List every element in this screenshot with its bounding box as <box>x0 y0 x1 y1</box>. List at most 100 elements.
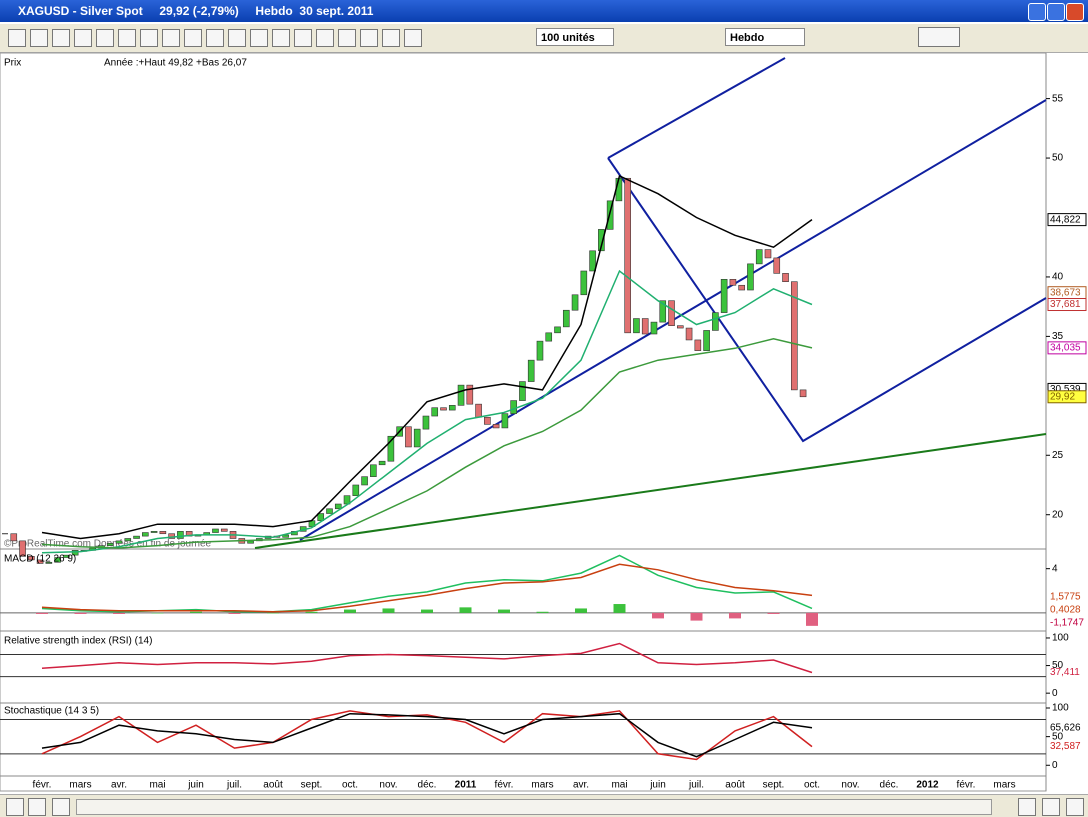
x-tick-label: août <box>263 780 283 791</box>
histogram-bar <box>305 611 318 613</box>
candle <box>668 300 675 326</box>
candle <box>133 535 140 539</box>
indicator-line <box>41 269 813 554</box>
x-tick-label: déc. <box>418 780 437 791</box>
value-label: 65,626 <box>1050 722 1081 733</box>
candle <box>247 540 254 544</box>
tool-icon[interactable] <box>382 29 400 47</box>
scrollbar[interactable] <box>76 799 992 815</box>
panel-title: Prix <box>4 58 21 69</box>
tool-icon[interactable] <box>96 29 114 47</box>
candle <box>527 359 535 382</box>
zoom-icon[interactable] <box>1042 798 1060 816</box>
x-tick-label: mars <box>69 780 91 791</box>
candle <box>755 249 763 265</box>
tool-icon[interactable] <box>8 29 26 47</box>
tool-icon[interactable] <box>140 29 158 47</box>
tool-icon[interactable] <box>272 29 290 47</box>
tool-icon[interactable] <box>228 29 246 47</box>
tool-icon[interactable] <box>360 29 378 47</box>
candle <box>150 531 158 533</box>
histogram-bar <box>113 612 125 614</box>
indicator-line <box>41 338 813 549</box>
candle <box>484 416 491 425</box>
window-title: XAGUSD - Silver Spot 29,92 (-2,79%) Hebd… <box>18 4 374 18</box>
candle <box>729 279 737 286</box>
x-tick-label: mars <box>993 780 1015 791</box>
tool-icon[interactable] <box>162 29 180 47</box>
tool-icon[interactable] <box>404 29 422 47</box>
y-tick-label: 20 <box>1052 509 1064 520</box>
histogram-bar <box>382 608 395 613</box>
histogram-bar <box>36 612 48 614</box>
x-tick-label: juin <box>649 780 666 791</box>
candle <box>633 318 640 334</box>
candle <box>54 557 61 563</box>
tool-icon[interactable] <box>338 29 356 47</box>
tool-icon[interactable] <box>74 29 92 47</box>
print-icon[interactable] <box>28 798 46 816</box>
candle <box>10 533 18 542</box>
candle <box>405 426 412 448</box>
candle <box>28 556 35 561</box>
candle <box>448 405 456 411</box>
tool-icon[interactable] <box>206 29 224 47</box>
candle <box>361 476 368 486</box>
x-tick-label: mai <box>611 780 627 791</box>
histogram-bar <box>575 608 587 613</box>
tool-icon[interactable] <box>250 29 268 47</box>
candle <box>387 435 395 462</box>
plot-background <box>0 52 1047 792</box>
title-bar: XAGUSD - Silver Spot 29,92 (-2,79%) Hebd… <box>0 0 1088 22</box>
zoom-icon[interactable] <box>1018 798 1036 816</box>
maximize-button[interactable] <box>1047 3 1065 21</box>
period-select[interactable]: Hebdo <box>725 28 805 46</box>
tool-icon[interactable] <box>52 29 70 47</box>
candle <box>580 270 588 296</box>
minimize-button[interactable] <box>1028 3 1046 21</box>
y-tick-label: 25 <box>1052 450 1064 461</box>
candle <box>115 540 123 544</box>
candle <box>790 281 798 391</box>
y-tick-label: 100 <box>1052 703 1069 714</box>
chart-style-button[interactable] <box>918 27 960 47</box>
candle <box>370 464 377 477</box>
x-tick-label: avr. <box>573 780 589 791</box>
candle <box>422 415 430 430</box>
histogram-bar <box>151 612 164 614</box>
y-tick-label: 100 <box>1052 633 1069 644</box>
candle <box>36 559 44 564</box>
candle <box>685 327 693 341</box>
zoom-icon[interactable] <box>1066 798 1084 816</box>
close-button[interactable] <box>1066 3 1084 21</box>
candle <box>220 528 228 532</box>
y-tick-label: 35 <box>1052 331 1064 342</box>
candle <box>378 460 386 466</box>
price-label: 30,539 <box>1050 384 1081 395</box>
units-select[interactable]: 100 unités <box>536 28 614 46</box>
panel-title: Relative strength index (RSI) (14) <box>4 636 152 647</box>
histogram-bar <box>767 612 780 614</box>
tool-icon[interactable] <box>294 29 312 47</box>
tool-icon[interactable] <box>30 29 48 47</box>
indicator-line <box>41 642 813 674</box>
panel-subtitle: Année :+Haut 49,82 +Bas 26,07 <box>104 58 247 69</box>
print-icon[interactable] <box>6 798 24 816</box>
tool-icon[interactable] <box>184 29 202 47</box>
price-label-box <box>1047 341 1087 355</box>
panel-title: MACD (12 26 9) <box>4 554 76 565</box>
price-label-box <box>1047 298 1087 312</box>
candle <box>510 400 517 414</box>
x-tick-label: déc. <box>880 780 899 791</box>
candle <box>317 513 325 521</box>
candle <box>782 273 789 282</box>
candle <box>606 200 614 230</box>
tool-icon[interactable] <box>316 29 334 47</box>
indicator-line <box>41 563 813 613</box>
candle <box>106 542 114 546</box>
scissors-icon[interactable] <box>52 798 70 816</box>
candle <box>212 528 219 533</box>
tool-icon[interactable] <box>118 29 136 47</box>
candle <box>738 284 745 291</box>
